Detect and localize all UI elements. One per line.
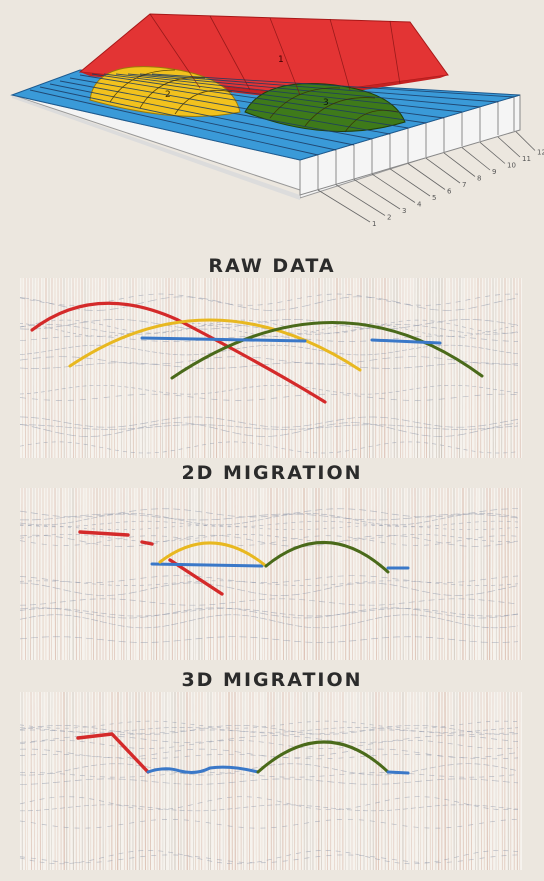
seismic-reflector (19, 535, 519, 546)
line-number-label: 2 (387, 214, 391, 222)
fan-line (353, 179, 401, 210)
line-number-label: 3 (402, 207, 406, 215)
fan-line (497, 136, 521, 158)
seismic-reflector (19, 520, 519, 528)
seismic-reflector (19, 724, 519, 735)
seismic-reflector (19, 850, 519, 865)
seismic-reflector (20, 804, 519, 812)
model-label-yellow: 2 (165, 90, 171, 100)
m3d-green-trace (256, 740, 390, 774)
seismic-reflector (19, 416, 519, 428)
seismic-reflector (19, 424, 519, 430)
seismic-reflector (19, 324, 519, 335)
fan-line (317, 189, 371, 223)
survey-lines (29, 73, 515, 156)
line-number-fan (317, 131, 536, 223)
raw-blue-trace-2 (370, 338, 442, 345)
line-number-label: 8 (477, 175, 481, 183)
seismic-reflector (19, 598, 519, 606)
raw-blue-trace-1 (140, 336, 307, 343)
m2d-green-trace (264, 540, 390, 574)
m2d-red-trace (78, 530, 130, 537)
line-number-label: 9 (492, 168, 496, 176)
seismic-reflector (19, 513, 519, 526)
model-label-green: 3 (323, 98, 329, 108)
fan-line (371, 173, 416, 203)
seismic-reflector (20, 778, 519, 785)
fan-line (515, 131, 536, 151)
title-raw-data: RAW DATA (208, 255, 336, 277)
m2d-yellow-trace (158, 541, 268, 568)
seismic-reflector (19, 796, 519, 811)
roof-lines (149, 13, 401, 96)
m2d-red-trace-2 (140, 540, 154, 546)
seismic-reflector (19, 739, 519, 749)
seismic-reflector (19, 508, 518, 518)
raw-yellow-trace (68, 318, 362, 372)
seismic-reflector (19, 441, 519, 454)
slab-dividers (317, 97, 515, 190)
seismic-reflector (19, 533, 519, 542)
fan-line (407, 163, 446, 190)
seismic-reflector (19, 322, 519, 337)
seismic-reflector (19, 356, 519, 365)
seismic-reflector (19, 636, 519, 643)
seismic-reflector (19, 607, 519, 619)
line-number-label: 7 (462, 181, 466, 189)
migration-3d-panel (19, 691, 522, 871)
line-number-label: 11 (522, 155, 531, 163)
seismic-reflector (19, 580, 519, 586)
line-number-label: 5 (432, 194, 436, 202)
migration-2d-panel (19, 487, 522, 661)
fan-line (335, 184, 386, 216)
title-2d-migration: 2D MIGRATION (181, 462, 363, 484)
fan-line (425, 157, 461, 184)
seismic-reflector (19, 772, 519, 778)
line-number-label: 6 (447, 188, 452, 196)
seismic-reflector (19, 720, 519, 729)
raw-green-trace (170, 321, 484, 380)
line-number-label: 10 (507, 162, 516, 170)
line-number-label: 4 (417, 201, 422, 209)
m3d-red-trace (76, 732, 150, 774)
raw-red-trace (30, 301, 327, 404)
migration-3d-traces (76, 732, 410, 775)
raw-data-traces (30, 301, 484, 404)
fan-line (479, 141, 506, 164)
title-3d-migration: 3D MIGRATION (181, 669, 363, 691)
raw-data-panel (19, 277, 522, 459)
line-number-label: 1 (372, 220, 376, 228)
migration-2d-traces (78, 530, 410, 596)
line-number-label: 12 (537, 149, 544, 157)
seismic-reflector (20, 513, 519, 521)
model-label-red: 1 (278, 55, 284, 65)
seismic-reflector (19, 614, 519, 629)
block-bottom-face (12, 95, 300, 200)
seismic-reflector (19, 727, 519, 733)
seismic-reflector (19, 763, 519, 776)
seismic-reflector (19, 362, 519, 369)
m3d-blue-trace-2 (386, 770, 410, 775)
fan-line (461, 147, 491, 171)
seismic-reflector (19, 422, 519, 437)
seismic-reflector (19, 296, 519, 311)
dome-ribs (109, 69, 399, 133)
seismic-reflector (19, 582, 519, 596)
seismic-reflector (19, 608, 519, 617)
fan-line (389, 168, 431, 197)
fan-line (443, 152, 476, 177)
m3d-blue-trace (146, 765, 260, 774)
m2d-blue-trace (150, 562, 264, 568)
seismic-reflector (19, 525, 519, 531)
